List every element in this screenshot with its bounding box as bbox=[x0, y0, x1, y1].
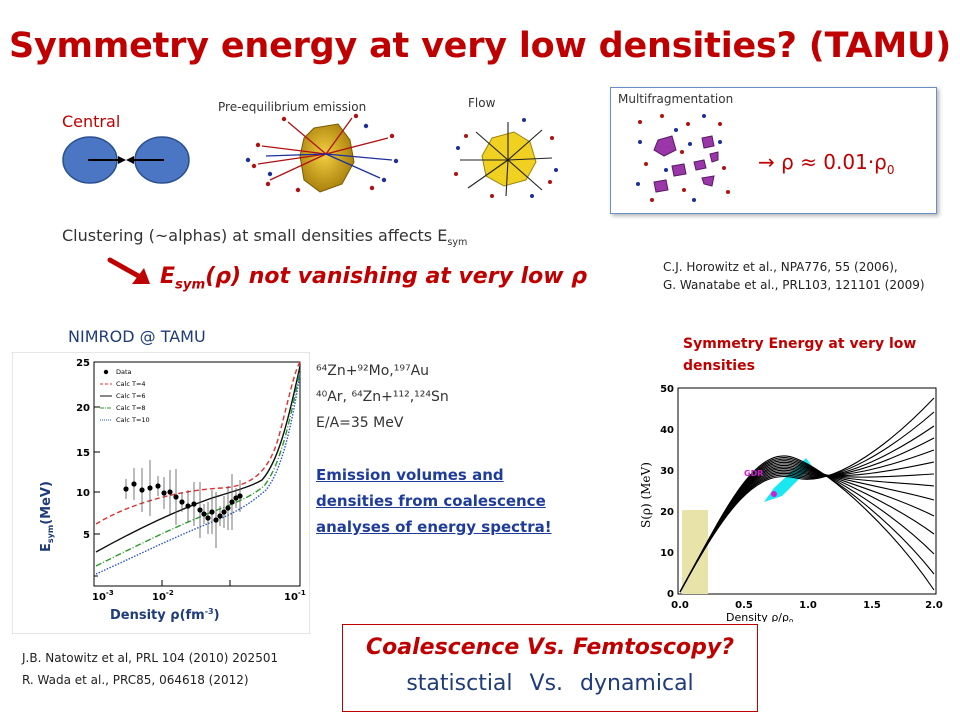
model-curve bbox=[679, 455, 935, 593]
data-point bbox=[179, 499, 185, 505]
gdr-label: GDR bbox=[744, 469, 763, 478]
density-result: → ρ ≈ 0.01·ρ0 bbox=[758, 150, 895, 177]
ytick: 10 bbox=[76, 488, 90, 499]
xtick: 10-1 bbox=[284, 589, 306, 603]
y-axis-label: S(ρ) (MeV) bbox=[639, 462, 653, 528]
svg-text:Calc T=4: Calc T=4 bbox=[116, 380, 146, 388]
data-point bbox=[185, 503, 191, 509]
data-point bbox=[213, 517, 219, 523]
data-points bbox=[123, 460, 243, 548]
data-point bbox=[167, 489, 173, 495]
svg-text:0.5: 0.5 bbox=[735, 600, 753, 611]
data-point bbox=[205, 515, 211, 521]
plot-legend: Data Calc T=4 Calc T=6 Calc T=8 Calc T=1… bbox=[100, 368, 150, 424]
ytick: 5 bbox=[83, 530, 90, 541]
reactions-text: ⁶⁴Zn+⁹²Mo,¹⁹⁷Au ⁴⁰Ar, ⁶⁴Zn+¹¹²,¹²⁴Sn E/A… bbox=[316, 363, 449, 431]
coalescence-title: Coalescence Vs. Femtoscopy? bbox=[366, 635, 734, 660]
references-bottom: J.B. Natowitz et al, PRL 104 (2010) 2025… bbox=[22, 651, 279, 687]
curve-t6 bbox=[95, 365, 301, 553]
svg-text:30: 30 bbox=[660, 466, 674, 477]
ytick: 15 bbox=[76, 448, 90, 459]
svg-text:0.0: 0.0 bbox=[671, 600, 689, 611]
data-point bbox=[197, 507, 203, 513]
data-point bbox=[237, 493, 243, 499]
preequilibrium-emission-icon bbox=[245, 113, 399, 193]
data-point bbox=[209, 509, 215, 515]
x-axis-label: Density ρ/ρo bbox=[726, 611, 793, 622]
nimrod-label: NIMROD @ TAMU bbox=[68, 327, 206, 346]
data-point bbox=[147, 485, 153, 491]
svg-text:20: 20 bbox=[660, 507, 674, 518]
data-point bbox=[123, 486, 129, 492]
xtick: 10-2 bbox=[152, 589, 174, 603]
clustering-text: Clustering (~alphas) at small densities … bbox=[62, 226, 468, 249]
x-axis-label: Density ρ(fm-3) bbox=[110, 607, 220, 623]
curve-t4 bbox=[95, 361, 301, 525]
red-arrow-icon bbox=[107, 257, 150, 284]
preequilibrium-label: Pre-equilibrium emission bbox=[218, 100, 367, 114]
multifragmentation-label: Multifragmentation bbox=[618, 92, 734, 106]
data-point bbox=[217, 513, 223, 519]
multifragmentation-icon bbox=[636, 114, 730, 202]
svg-text:50: 50 bbox=[660, 384, 674, 395]
flow-label: Flow bbox=[468, 96, 496, 110]
model-curves bbox=[679, 397, 935, 593]
svg-text:Calc T=8: Calc T=8 bbox=[116, 404, 146, 412]
data-point bbox=[173, 494, 179, 500]
data-point bbox=[201, 511, 207, 517]
coalescence-box: Coalescence Vs. Femtoscopy? statisctial … bbox=[342, 624, 758, 712]
data-point bbox=[191, 501, 197, 507]
data-point bbox=[229, 499, 235, 505]
curve-t10 bbox=[95, 373, 301, 575]
symmetry-plot-title: Symmetry Energy at very low densities bbox=[683, 336, 917, 374]
ytick: 25 bbox=[76, 358, 90, 369]
svg-text:Calc T=10: Calc T=10 bbox=[116, 416, 150, 424]
flow-icon bbox=[454, 118, 558, 198]
svg-text:10: 10 bbox=[660, 548, 674, 559]
data-point bbox=[221, 509, 227, 515]
svg-text:Calc T=6: Calc T=6 bbox=[116, 392, 146, 400]
coalescence-subtitle: statisctial Vs. dynamical bbox=[406, 671, 694, 696]
svg-text:0: 0 bbox=[667, 589, 674, 600]
emission-text: Emission volumes and densities from coal… bbox=[316, 466, 552, 536]
references-top: C.J. Horowitz et al., NPA776, 55 (2006),… bbox=[663, 260, 925, 292]
data-point bbox=[225, 505, 231, 511]
symmetry-energy-plot: GDR 50 40 30 20 10 0 0.0 0.5 1.0 1.5 2.0… bbox=[639, 384, 943, 622]
svg-text:1.5: 1.5 bbox=[863, 600, 881, 611]
ytick: 20 bbox=[76, 403, 90, 414]
data-point bbox=[161, 490, 167, 496]
data-point bbox=[233, 495, 239, 501]
y-axis-label: Esym(MeV) bbox=[39, 481, 55, 552]
curve-t8 bbox=[95, 369, 301, 567]
svg-text:2.0: 2.0 bbox=[925, 600, 943, 611]
data-point bbox=[155, 483, 161, 489]
central-label: Central bbox=[62, 112, 121, 131]
esym-statement: Esym(ρ) not vanishing at very low ρ bbox=[160, 264, 587, 293]
xtick: 10-3 bbox=[92, 589, 114, 603]
central-collision-icon bbox=[62, 136, 190, 184]
svg-text:Data: Data bbox=[116, 368, 132, 376]
data-point bbox=[131, 481, 137, 487]
data-point bbox=[139, 487, 145, 493]
svg-text:1.0: 1.0 bbox=[799, 600, 817, 611]
esym-density-plot: 25 20 15 10 5 10-3 10-2 10-1 Data Calc T… bbox=[12, 352, 310, 634]
svg-text:40: 40 bbox=[660, 425, 674, 436]
slide-title: Symmetry energy at very low densities? (… bbox=[8, 26, 952, 66]
